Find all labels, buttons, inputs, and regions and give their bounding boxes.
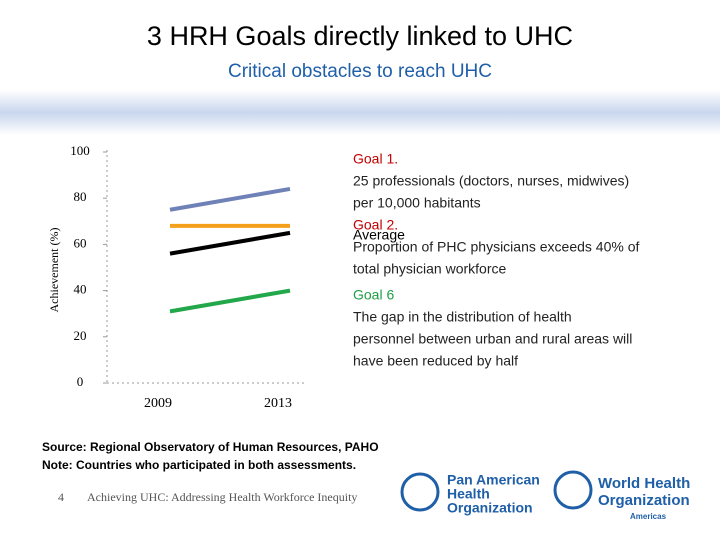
y-axis-label: Achievement (%) (47, 228, 61, 313)
y-tick-label: 100 (70, 143, 90, 158)
legend-description: per 10,000 habitants (353, 195, 481, 211)
y-tick-label: 60 (74, 235, 87, 250)
who-region: Americas (630, 512, 667, 521)
note: Note: Countries who participated in both… (42, 458, 356, 472)
paho-logo: Organization (447, 500, 533, 516)
y-tick-label: 20 (74, 328, 87, 343)
legend-description: personnel between urban and rural areas … (353, 331, 632, 347)
legend-description: 25 professionals (doctors, nurses, midwi… (353, 173, 629, 189)
paho-logo: Health (447, 486, 490, 502)
who-logo: World Health (598, 475, 690, 492)
header-band (0, 90, 720, 135)
y-tick-label: 80 (74, 189, 87, 204)
x-tick-label: 2009 (144, 396, 172, 411)
y-tick-label: 40 (74, 282, 87, 297)
title: 3 HRH Goals directly linked to UHC (147, 21, 573, 51)
subtitle: Critical obstacles to reach UHC (228, 61, 492, 82)
series-line (169, 230, 291, 256)
legend-description: have been reduced by half (353, 353, 518, 369)
series-line (169, 288, 291, 314)
legend-description: Proportion of PHC physicians exceeds 40%… (353, 239, 639, 255)
paho-emblem (400, 472, 440, 512)
legend-description: total physician workforce (353, 261, 507, 277)
series-line (169, 186, 291, 212)
who-emblem (553, 470, 593, 510)
y-tick-label: 0 (77, 374, 84, 389)
x-tick-label: 2013 (264, 396, 292, 411)
footer: Achieving UHC: Addressing Health Workfor… (87, 490, 357, 504)
legend-label: Goal 2. (353, 217, 398, 233)
who-logo: Organization (598, 492, 690, 509)
legend-label: Goal 1. (353, 151, 398, 167)
page-number: 4 (58, 490, 64, 504)
paho-logo: Pan American (447, 472, 540, 488)
source: Source: Regional Observatory of Human Re… (42, 440, 379, 454)
legend-description: The gap in the distribution of health (353, 309, 572, 325)
legend-label: Average (353, 227, 405, 243)
legend-label: Goal 6 (353, 287, 394, 303)
